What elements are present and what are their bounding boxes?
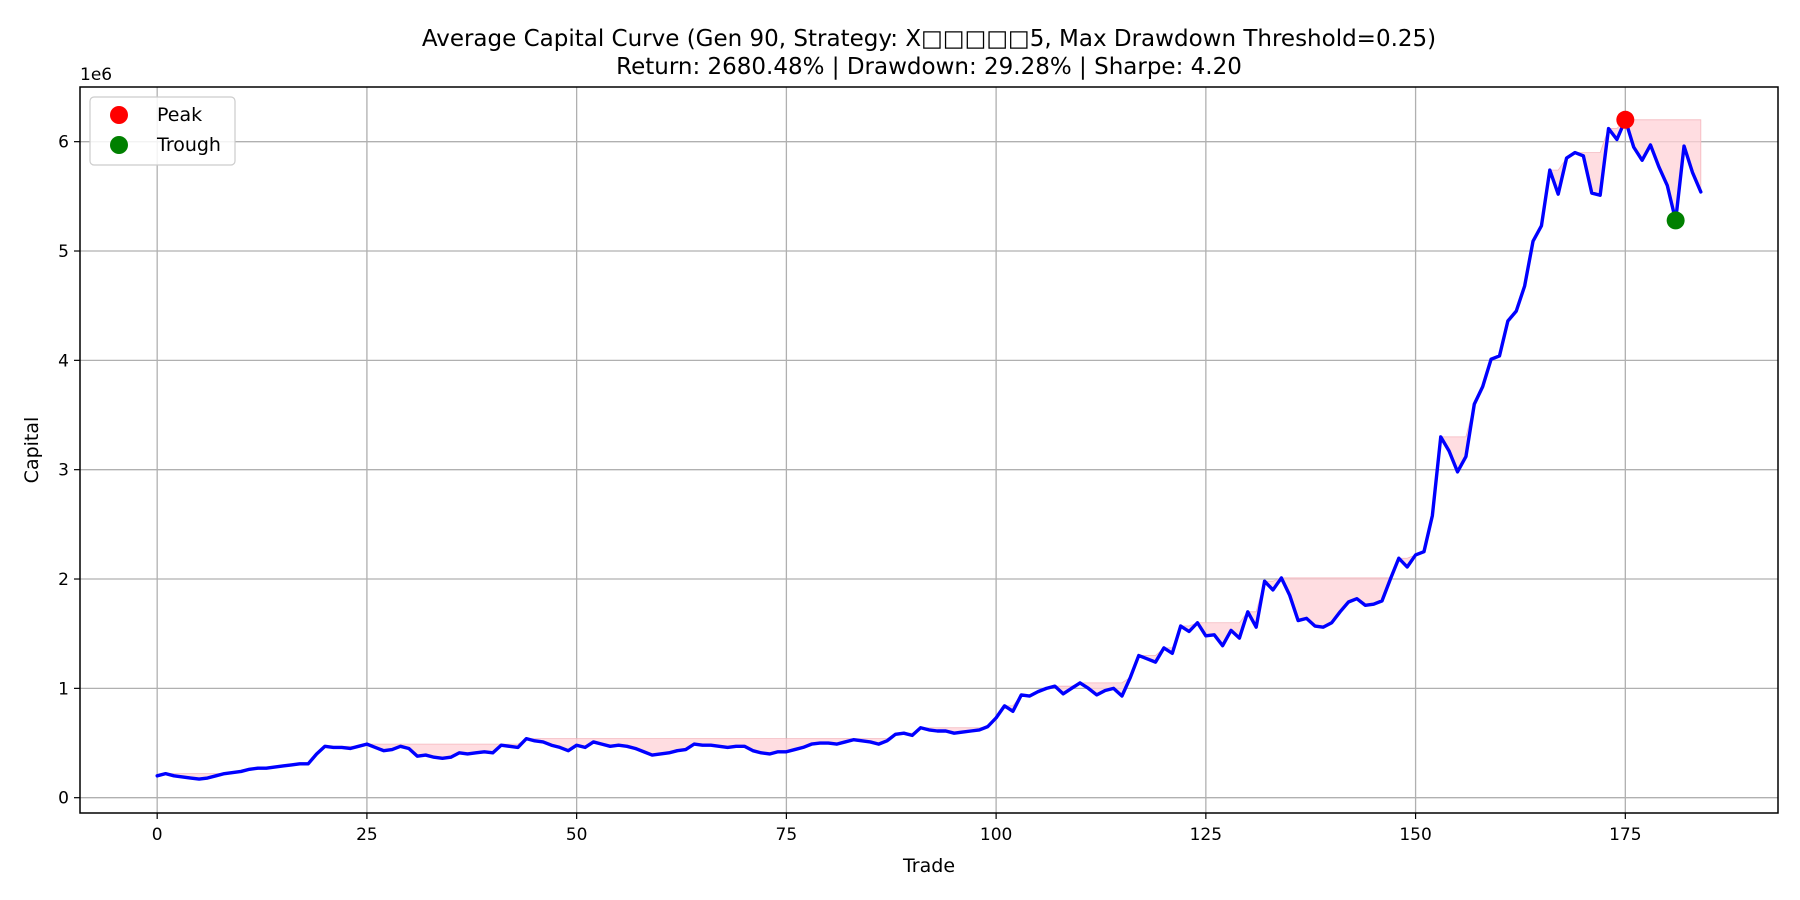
- plot-frame: [79, 86, 1779, 814]
- x-tick-label: 175: [1609, 825, 1641, 845]
- chart-title: Average Capital Curve (Gen 90, Strategy:…: [422, 26, 1436, 52]
- y-tick-label: 2: [58, 570, 69, 590]
- y-tick-label: 3: [58, 461, 69, 481]
- peak-marker: [1616, 110, 1635, 129]
- trough-marker: [1666, 211, 1685, 230]
- series-layer: [155, 118, 1703, 781]
- y-offset-label: 1e6: [80, 65, 112, 85]
- y-tick-label: 4: [58, 351, 69, 371]
- x-tick-label: 75: [776, 825, 798, 845]
- x-tick-label: 0: [152, 825, 163, 845]
- x-axis-label: Trade: [902, 855, 955, 877]
- legend-peak-label: Peak: [157, 104, 202, 126]
- y-tick-label: 0: [58, 789, 69, 809]
- legend-trough-label: Trough: [156, 134, 221, 156]
- x-tick-label: 50: [566, 825, 588, 845]
- x-tick-label: 100: [980, 825, 1012, 845]
- grid: [80, 87, 1778, 813]
- chart-subtitle: Return: 2680.48% | Drawdown: 29.28% | Sh…: [616, 54, 1242, 80]
- legend-peak-icon: [110, 106, 128, 124]
- x-tick-label: 125: [1190, 825, 1222, 845]
- capital-line: [155, 118, 1703, 781]
- drawdown-fill: [157, 118, 1702, 780]
- legend-trough-icon: [110, 136, 128, 154]
- markers-layer: [1616, 110, 1685, 230]
- legend: Peak Trough: [89, 96, 236, 166]
- y-tick-label: 6: [58, 133, 69, 153]
- drawdown-fills: [157, 118, 1702, 780]
- x-tick-label: 25: [356, 825, 378, 845]
- y-axis-label: Capital: [21, 417, 43, 484]
- y-tick-label: 1: [58, 679, 69, 699]
- x-tick-label: 150: [1399, 825, 1431, 845]
- ticks: 0 25 50 75 100 125 150 175 0 1 2 3 4 5 6: [58, 133, 1641, 845]
- y-tick-label: 5: [58, 242, 69, 262]
